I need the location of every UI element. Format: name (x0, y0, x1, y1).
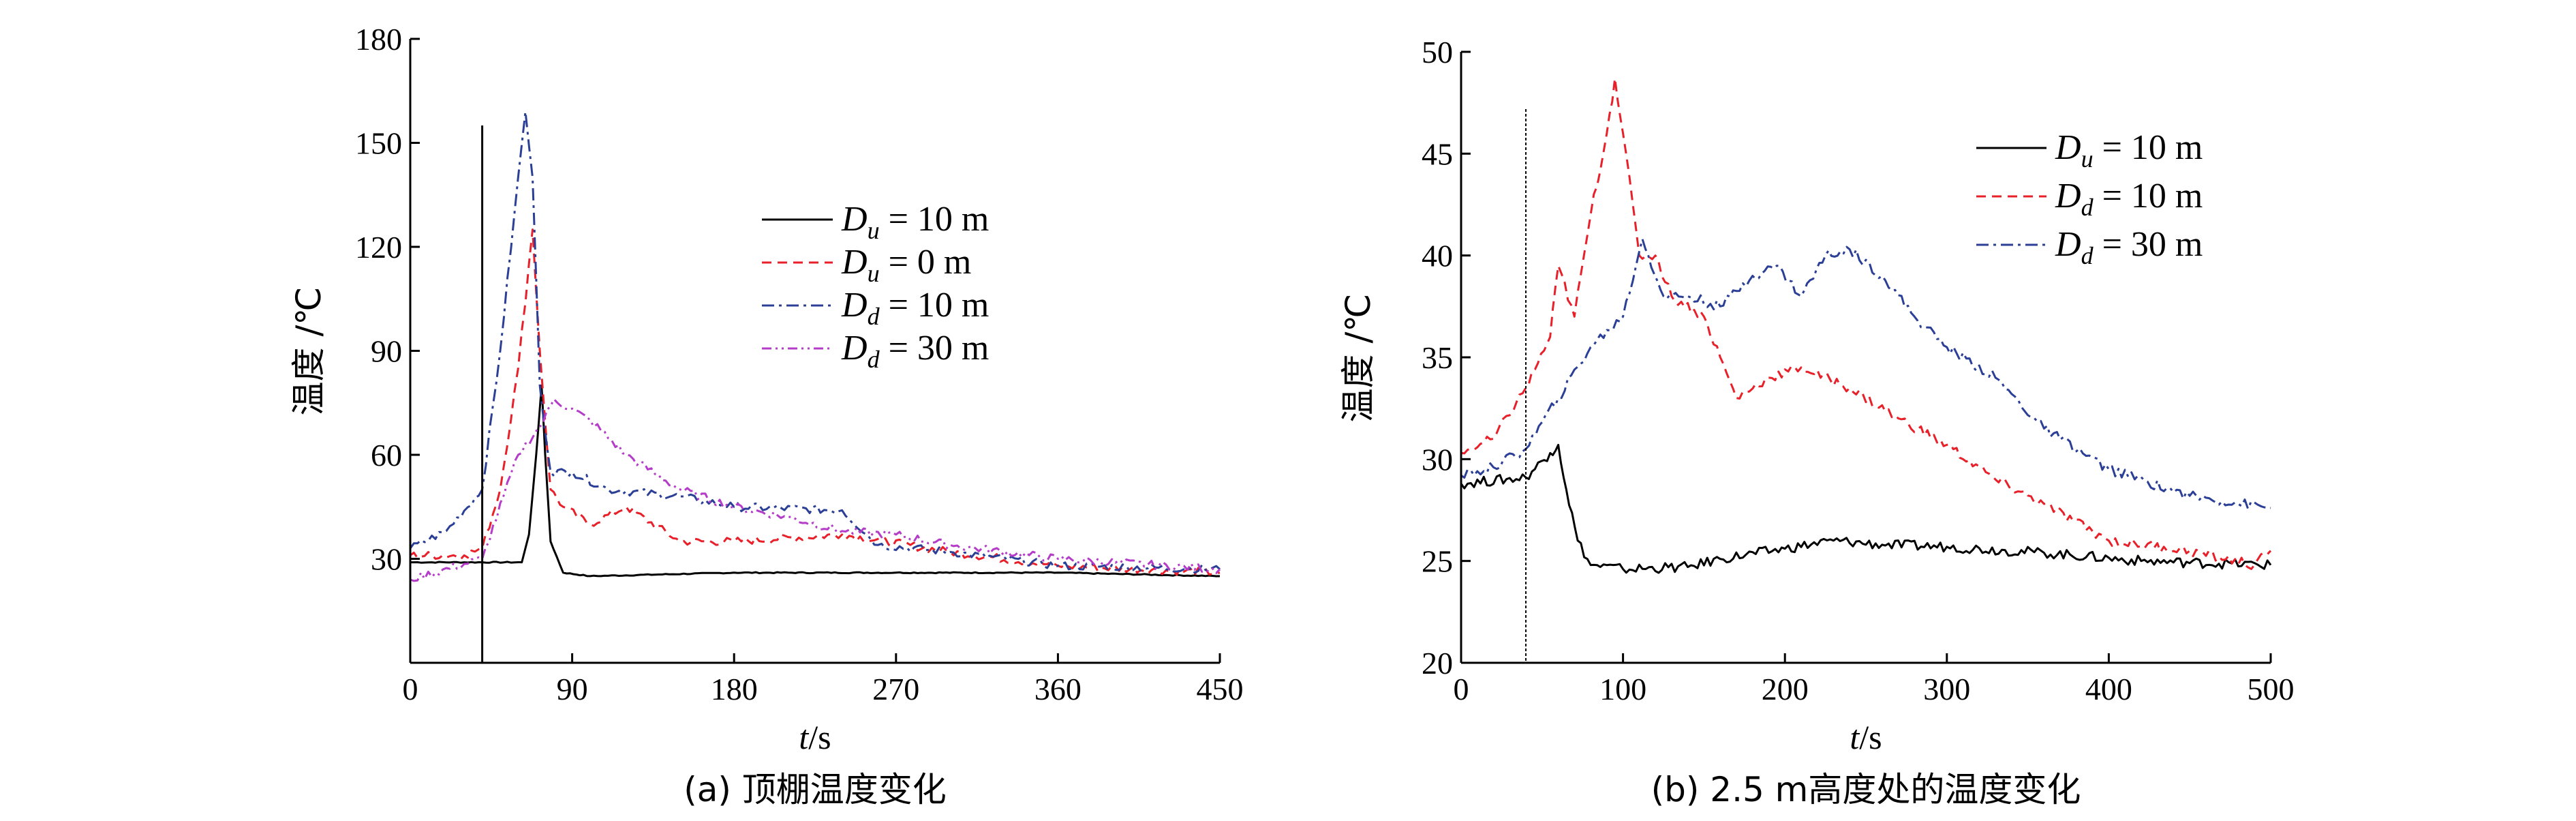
panel-a-x-tick-label: 450 (1197, 672, 1244, 706)
legend-label: Du = 0 m (841, 243, 971, 287)
panel-a-y-tick-label: 180 (355, 22, 402, 57)
panel-b-x-tick-label: 300 (1923, 672, 1970, 706)
panel-b-y-tick-label: 20 (1422, 646, 1453, 681)
panel-b-x-tick-label: 200 (1762, 672, 1809, 706)
legend-label: Du = 10 m (841, 200, 989, 244)
panel-b-y-tick-label: 50 (1422, 35, 1453, 70)
panel-a: 0 90 180 270 360 450 30 60 90 120 150 180 温度 /℃ t/s… (289, 22, 1244, 809)
legend-label: Dd = 10 m (841, 286, 989, 330)
panel-a-y-label: 温度 /℃ (289, 287, 328, 416)
panel-a-y-tick-label: 90 (371, 334, 402, 369)
legend-label: Dd = 30 m (2055, 225, 2203, 269)
panel-a-x-tick-label: 180 (711, 672, 758, 706)
panel-a-caption: (a) 顶棚温度变化 (684, 770, 947, 809)
panel-b-y-label: 温度 /℃ (1338, 294, 1378, 423)
panel-b-series-1 (1460, 77, 2272, 570)
panel-b-y-tick-label: 30 (1422, 442, 1453, 477)
panel-a-x-tick-label: 270 (872, 672, 919, 706)
panel-b-x-label: t/s (1850, 718, 1882, 756)
panel-a-x-tick-label: 0 (403, 672, 418, 706)
panel-a-legend: Du = 10 mDu = 0 mDd = 10 mDd = 30 m (762, 200, 989, 373)
panel-b-y-tick-label: 45 (1422, 136, 1453, 171)
legend-label: Dd = 30 m (841, 329, 989, 373)
panel-b-ticks: 0 100 200 300 400 500 20 25 30 35 40 45 50 (1422, 35, 2295, 706)
panel-a-series-3 (410, 398, 1221, 582)
panel-b-x-tick-label: 500 (2248, 672, 2295, 706)
panel-a-x-label: t/s (799, 718, 831, 756)
legend-label: Dd = 10 m (2055, 177, 2203, 221)
panel-a-series-2 (409, 110, 1221, 574)
panel-b-y-tick-label: 35 (1422, 340, 1453, 375)
panel-b-x-tick-label: 0 (1454, 672, 1469, 706)
panel-b-legend: Du = 10 mDd = 10 mDd = 30 m (1976, 128, 2203, 269)
panel-a-y-tick-label: 60 (371, 438, 402, 473)
panel-b: 0 100 200 300 400 500 20 25 30 35 40 45 50 温度 /℃ t/s… (1338, 35, 2295, 809)
panel-b-y-tick-label: 25 (1422, 544, 1453, 579)
panel-b-x-tick-label: 100 (1599, 672, 1646, 706)
panel-a-x-tick-label: 360 (1034, 672, 1082, 706)
panel-b-y-tick-label: 40 (1422, 239, 1453, 273)
panel-a-y-tick-label: 150 (355, 126, 402, 161)
panel-a-series (409, 110, 1221, 663)
panel-b-series-2 (1460, 238, 2271, 510)
panel-b-series-0 (1460, 443, 2272, 574)
panel-a-y-tick-label: 120 (355, 230, 402, 265)
panel-a-x-tick-label: 90 (557, 672, 588, 706)
panel-b-series (1460, 77, 2272, 663)
panel-a-y-tick-label: 30 (371, 542, 402, 577)
panel-b-x-tick-label: 400 (2085, 672, 2132, 706)
panel-a-series-1 (410, 228, 1221, 576)
panel-b-caption: (b) 2.5 m高度处的温度变化 (1651, 770, 2081, 809)
panel-a-series-0 (410, 384, 1221, 578)
panel-a-ticks: 0 90 180 270 360 450 30 60 90 120 150 180 (355, 22, 1244, 706)
legend-label: Du = 10 m (2055, 128, 2203, 173)
